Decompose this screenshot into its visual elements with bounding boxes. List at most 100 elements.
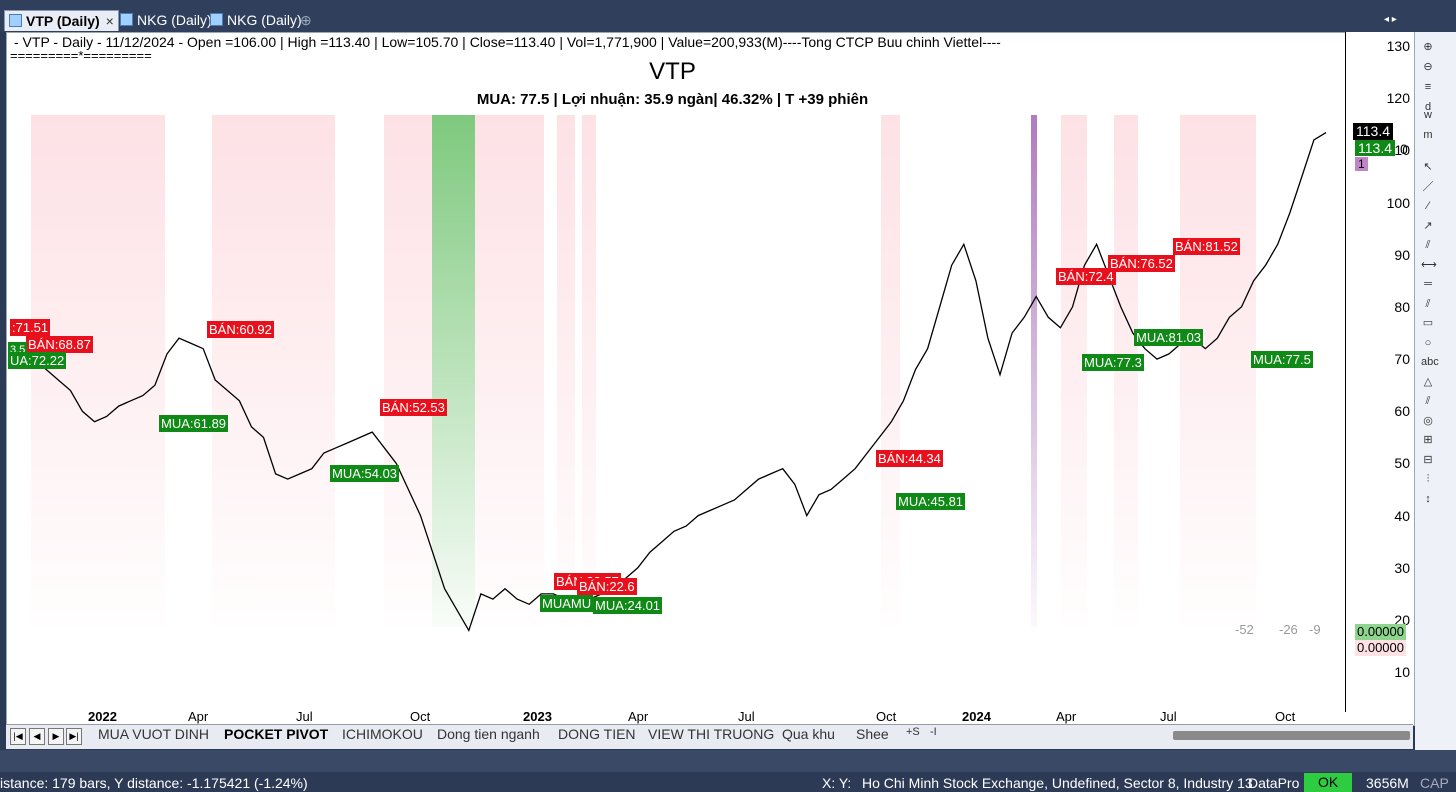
toolbar-tool-icon[interactable]: △ bbox=[1423, 375, 1433, 388]
x-tick-label: 2024 bbox=[962, 709, 991, 724]
signal-band bbox=[1180, 115, 1256, 627]
chart-canvas[interactable] bbox=[7, 33, 1345, 709]
toolbar-tool-icon[interactable]: ↗ bbox=[1423, 219, 1433, 232]
sell-tag: BÁN:60.92 bbox=[207, 321, 274, 338]
drawing-toolbar bbox=[1415, 32, 1456, 762]
toolbar-tool-icon[interactable]: ≡ bbox=[1424, 81, 1432, 93]
add-sheet-button[interactable]: +S bbox=[906, 726, 920, 738]
sheet-first-button[interactable]: |◀ bbox=[10, 728, 26, 745]
chart-title: VTP bbox=[649, 58, 696, 85]
signal-band bbox=[432, 115, 475, 627]
buy-tag: MUAMU bbox=[540, 595, 594, 612]
indicator-label: -26 bbox=[1279, 622, 1298, 637]
buy-tag: MUA:61.89 bbox=[159, 415, 229, 432]
y-tick-label: 10 bbox=[1394, 664, 1410, 681]
x-tick-label: 2022 bbox=[88, 709, 117, 724]
toolbar-tool-icon[interactable]: ⊕ bbox=[1423, 41, 1433, 53]
toolbar-tool-icon[interactable]: ⊞ bbox=[1423, 434, 1433, 446]
sheet-tab-pocket-pivot[interactable]: POCKET PIVOT bbox=[224, 726, 329, 742]
sell-tag: BÁN:81.52 bbox=[1173, 238, 1240, 255]
toolbar-tool-icon[interactable]: ⫽ bbox=[1425, 239, 1431, 251]
sell-tag: BÁN:52.53 bbox=[380, 399, 447, 416]
signal-band bbox=[582, 115, 596, 627]
toolbar-tool-icon[interactable]: ⊟ bbox=[1423, 453, 1433, 466]
sell-tag: BÁN:22.6 bbox=[577, 578, 637, 595]
signal-band bbox=[881, 115, 900, 627]
toolbar-tool-icon[interactable]: ⫶ bbox=[1426, 473, 1430, 485]
toolbar-tool-icon[interactable]: ⁄ bbox=[1427, 200, 1429, 212]
toolbar-tool-icon[interactable]: abc bbox=[1421, 356, 1439, 368]
sell-tag: :71.51 bbox=[10, 319, 51, 336]
document-tab-bar bbox=[0, 0, 1456, 32]
toolbar-tool-icon[interactable]: ○ bbox=[1424, 336, 1432, 349]
toolbar-tool-icon[interactable]: ／ bbox=[1422, 180, 1434, 193]
y-tick-label: 60 bbox=[1394, 403, 1410, 420]
bottom-toolbar bbox=[0, 750, 1456, 772]
status-cap: CAP bbox=[1420, 775, 1449, 791]
signal-band bbox=[475, 115, 544, 627]
oscillator-pink-value: 0.00000 bbox=[1355, 640, 1406, 656]
tab-scroll-arrows[interactable]: ◂ ▸ bbox=[1384, 14, 1397, 25]
buy-tag: MUA:24.01 bbox=[593, 597, 663, 614]
toolbar-tool-icon[interactable]: ▭ bbox=[1422, 317, 1434, 329]
toolbar-tool-icon[interactable]: w bbox=[1424, 109, 1432, 121]
toolbar-tool-icon[interactable]: m bbox=[1423, 129, 1433, 141]
sheet-tab-qua-khu[interactable]: Qua khu bbox=[782, 726, 835, 742]
sheet-prev-button[interactable]: ◀ bbox=[29, 728, 45, 745]
signal-band bbox=[384, 115, 432, 627]
sell-tag: BÁN:44.34 bbox=[876, 450, 943, 467]
toolbar-tool-icon[interactable]: ⟷ bbox=[1421, 258, 1437, 271]
y-tick-label: 80 bbox=[1394, 298, 1410, 315]
oscillator-green-value: 0.00000 bbox=[1355, 624, 1406, 640]
buy-tag: MUA:81.03 bbox=[1134, 329, 1204, 346]
toolbar-tool-icon[interactable]: ↖ bbox=[1423, 161, 1433, 173]
new-tab-icon[interactable]: ⊕ bbox=[300, 12, 312, 28]
sell-tag: BÁN:68.87 bbox=[26, 336, 93, 353]
sheet-tab-sheet[interactable]: Shee bbox=[856, 726, 889, 742]
y-tick-label: 130 bbox=[1386, 38, 1410, 54]
sheet-tab-dong-tien[interactable]: DONG TIEN bbox=[558, 726, 636, 742]
status-memory: 3656M bbox=[1366, 775, 1409, 791]
sheet-last-button[interactable]: ▶| bbox=[66, 728, 82, 745]
signal-band bbox=[557, 115, 575, 627]
buy-tag: MUA:77.3 bbox=[1082, 354, 1144, 371]
status-exchange: Ho Chi Minh Stock Exchange, Undefined, S… bbox=[862, 775, 1253, 791]
x-tick-label: Jul bbox=[738, 709, 755, 724]
x-tick-label: Oct bbox=[876, 709, 897, 724]
y-tick-label: 100 bbox=[1386, 194, 1410, 211]
signal-band bbox=[1061, 115, 1087, 627]
x-tick-label: Oct bbox=[1275, 709, 1296, 724]
toolbar-tool-icon[interactable]: ⫽ bbox=[1425, 395, 1431, 407]
remove-sheet-button[interactable]: -I bbox=[930, 726, 937, 738]
sheet-tab-mua-vuot-dinh[interactable]: MUA VUOT DINH bbox=[98, 726, 209, 742]
close-icon[interactable]: × bbox=[105, 13, 114, 29]
x-tick-label: Jul bbox=[1160, 709, 1177, 724]
indicator-label: -52 bbox=[1235, 622, 1254, 637]
signal-band bbox=[212, 115, 335, 627]
y-tick-label: 50 bbox=[1394, 455, 1410, 472]
toolbar-tool-icon[interactable]: ═ bbox=[1424, 278, 1432, 290]
doc-tab-label: NKG (Daily) bbox=[137, 12, 212, 28]
y-tick-label: 90 bbox=[1394, 246, 1410, 263]
chart-doc-icon bbox=[210, 13, 223, 26]
x-tick-label: 2023 bbox=[523, 709, 552, 724]
last-close-marker: 113.4 bbox=[1355, 140, 1395, 156]
sheet-tab-ichimokou[interactable]: ICHIMOKOU bbox=[342, 726, 423, 742]
toolbar-tool-icon[interactable]: ⫽ bbox=[1425, 297, 1431, 310]
sheet-tab-dong-tien-nganh[interactable]: Dong tien nganh bbox=[437, 726, 540, 742]
sheet-next-button[interactable]: ▶ bbox=[48, 728, 64, 745]
status-bar bbox=[0, 772, 1456, 792]
buy-tag: MUA:45.81 bbox=[896, 493, 966, 510]
toolbar-tool-icon[interactable]: d bbox=[1424, 101, 1432, 113]
sheet-tab-view-thi-truong[interactable]: VIEW THI TRUONG bbox=[648, 726, 775, 742]
toolbar-tool-icon[interactable]: ⊖ bbox=[1423, 61, 1433, 73]
signal-band bbox=[31, 115, 165, 627]
toolbar-tool-icon[interactable]: ↕ bbox=[1425, 492, 1431, 505]
toolbar-tool-icon[interactable]: ◎ bbox=[1423, 414, 1433, 427]
horizontal-scrollbar[interactable] bbox=[1173, 731, 1410, 740]
sell-tag: BÁN:72.4 bbox=[1056, 268, 1116, 285]
sell-tag: BÁN:76.52 bbox=[1108, 255, 1175, 272]
doc-tab-vtp[interactable]: VTP (Daily) × bbox=[4, 10, 119, 31]
doc-tab-nkg-1[interactable]: NKG (Daily) bbox=[116, 10, 216, 30]
doc-tab-nkg-2[interactable]: NKG (Daily) bbox=[206, 10, 306, 30]
